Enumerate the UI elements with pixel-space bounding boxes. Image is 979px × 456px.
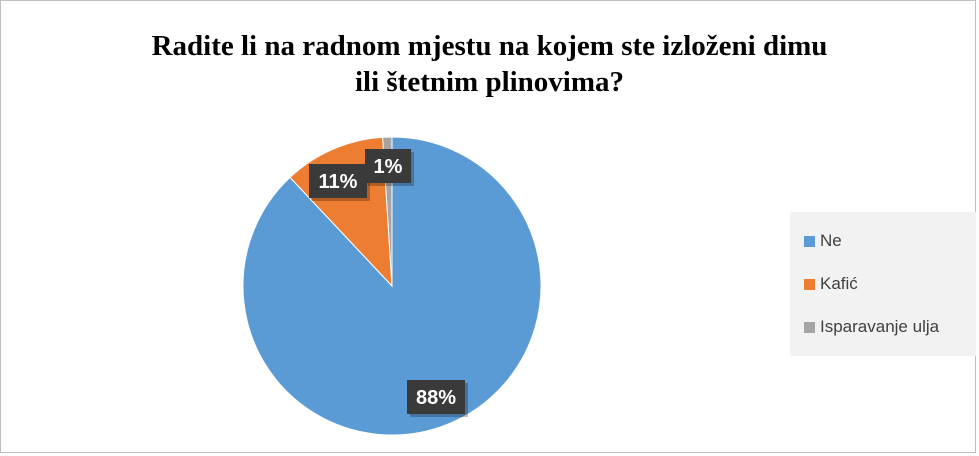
legend-label-kafic: Kafić bbox=[820, 274, 858, 293]
legend-item-kafic: Kafić bbox=[804, 273, 858, 295]
legend-item-ne: Ne bbox=[804, 230, 842, 252]
legend-item-isparavanje-ulja: Isparavanje ulja bbox=[804, 316, 939, 338]
data-label-isparavanje-ulja: 1% bbox=[365, 149, 414, 186]
legend-label-isparavanje-ulja: Isparavanje ulja bbox=[820, 317, 940, 336]
chart-legend: Ne Kafić Isparavanje ulja bbox=[790, 212, 976, 356]
data-label-kafic-box bbox=[309, 164, 367, 198]
data-label-isparavanje-ulja-text: 1% bbox=[374, 156, 403, 178]
legend-label-ne: Ne bbox=[820, 231, 842, 250]
legend-swatch-kafic bbox=[804, 278, 815, 290]
chart-title: Radite li na radnom mjestu na kojem ste … bbox=[0, 28, 979, 100]
legend-swatch-isparavanje-ulja bbox=[804, 321, 815, 333]
data-label-kafic-text: 11% bbox=[319, 171, 358, 193]
data-label-kafic: 11% bbox=[309, 164, 370, 201]
data-label-ne-box bbox=[407, 380, 465, 414]
legend-swatch-ne bbox=[804, 235, 815, 247]
data-label-isparavanje-ulja-box bbox=[365, 149, 411, 183]
data-label-ne: 88% bbox=[407, 380, 468, 417]
chart-title-line-1: Radite li na radnom mjestu na kojem ste … bbox=[151, 30, 828, 62]
chart-title-line-2: ili štetnim plinovima? bbox=[354, 66, 625, 98]
data-label-ne-text: 88% bbox=[416, 387, 456, 409]
